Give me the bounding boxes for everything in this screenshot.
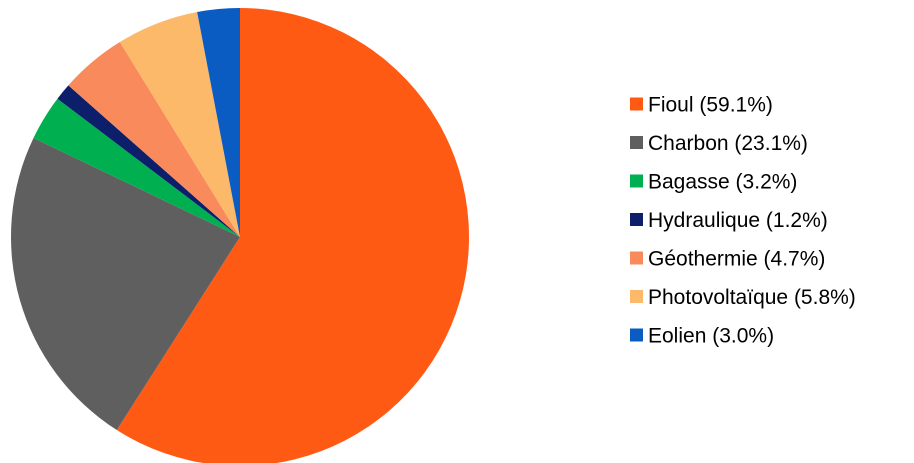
legend-swatch-3 — [630, 213, 643, 226]
legend-label-0: Fioul (59.1%) — [648, 94, 773, 117]
pie-slice-1 — [10, 137, 241, 431]
legend-item-1: Charbon (23.1%) — [630, 132, 808, 155]
pie-slice-0 — [116, 8, 469, 463]
legend-label-3: Hydraulique (1.2%) — [648, 209, 828, 232]
pie-slice-6 — [197, 8, 240, 237]
legend-label-5: Photovoltaïque (5.8%) — [648, 286, 856, 309]
legend: Fioul (59.1%) Charbon (23.1%) Bagasse (3.2… — [630, 94, 856, 348]
legend-swatch-2 — [630, 174, 643, 188]
legend-label-1: Charbon (23.1%) — [648, 132, 808, 155]
legend-swatch-6 — [630, 328, 643, 342]
legend-label-2: Bagasse (3.2%) — [648, 171, 797, 194]
legend-item-2: Bagasse (3.2%) — [630, 171, 797, 194]
pie-slice-4 — [68, 42, 240, 238]
legend-swatch-5 — [630, 290, 643, 303]
legend-item-3: Hydraulique (1.2%) — [630, 209, 828, 232]
legend-label-6: Eolien (3.0%) — [648, 325, 774, 348]
pie-slices — [10, 8, 469, 463]
legend-item-6: Eolien (3.0%) — [630, 325, 774, 348]
legend-swatch-1 — [630, 136, 643, 149]
legend-label-4: Géothermie (4.7%) — [648, 248, 825, 271]
pie-slice-3 — [57, 85, 241, 237]
legend-swatch-4 — [630, 251, 643, 265]
legend-swatch-0 — [630, 97, 643, 111]
legend-item-5: Photovoltaïque (5.8%) — [630, 286, 856, 309]
legend-item-4: Géothermie (4.7%) — [630, 248, 825, 271]
legend-item-0: Fioul (59.1%) — [630, 94, 773, 117]
pie-slice-5 — [119, 12, 240, 237]
pie-slice-2 — [33, 98, 240, 237]
